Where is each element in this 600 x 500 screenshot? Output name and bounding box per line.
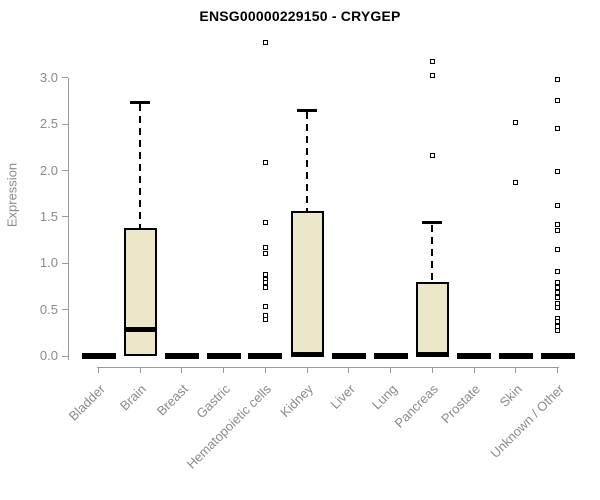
whisker-cap — [130, 100, 151, 104]
y-tick — [62, 355, 68, 357]
outlier-point — [262, 159, 268, 165]
whisker-line — [306, 112, 309, 211]
outlier-point — [555, 305, 561, 311]
outlier-point — [555, 221, 561, 227]
x-tick — [557, 367, 559, 373]
outlier-point — [262, 280, 268, 286]
median-line — [331, 353, 366, 359]
outlier-point — [555, 295, 561, 301]
outlier-point — [555, 284, 561, 290]
whisker-cap — [422, 221, 443, 225]
x-tick — [98, 367, 99, 373]
outlier-point — [429, 58, 435, 64]
y-tick-label: 2.0 — [39, 162, 58, 178]
median-line — [206, 353, 241, 359]
outlier-point — [262, 40, 268, 46]
y-tick-label: 3.0 — [39, 69, 58, 85]
median-line — [81, 353, 116, 359]
outlier-point — [262, 312, 268, 318]
median-line — [373, 353, 408, 359]
median-line — [498, 353, 533, 359]
x-tick — [264, 367, 266, 373]
outlier-point — [262, 317, 268, 323]
outlier-point — [555, 319, 561, 325]
x-tick — [181, 367, 183, 373]
y-tick — [62, 77, 68, 79]
median-line — [540, 353, 575, 359]
x-tick — [431, 367, 433, 373]
outlier-point — [555, 246, 561, 252]
outlier-point — [555, 169, 561, 175]
outlier-point — [555, 300, 561, 306]
whisker-cap — [297, 108, 318, 112]
outlier-point — [555, 228, 561, 234]
outlier-point — [262, 245, 268, 251]
y-tick-label: 2.5 — [39, 116, 58, 132]
whisker-line — [431, 224, 434, 282]
box-rect — [290, 210, 324, 356]
y-tick — [62, 309, 68, 311]
box-rect — [123, 228, 157, 356]
box-rect — [415, 281, 449, 356]
outlier-point — [555, 77, 561, 83]
outlier-point — [429, 72, 435, 78]
y-tick — [62, 216, 68, 218]
outlier-point — [555, 203, 561, 209]
x-tick — [473, 367, 475, 373]
median-line — [290, 351, 324, 357]
y-tick-label: 1.0 — [39, 255, 58, 271]
outlier-point — [513, 119, 519, 125]
outlier-point — [262, 304, 268, 310]
median-line — [123, 326, 157, 332]
y-axis-line — [68, 78, 69, 360]
outlier-point — [429, 153, 435, 159]
outlier-point — [262, 271, 268, 277]
x-tick — [515, 367, 517, 373]
median-line — [415, 351, 449, 357]
x-tick — [348, 367, 350, 373]
outlier-point — [555, 269, 561, 275]
outlier-point — [513, 180, 519, 186]
median-line — [457, 353, 492, 359]
y-tick-label: 1.5 — [39, 208, 58, 224]
outlier-point — [555, 327, 561, 333]
outlier-point — [262, 284, 268, 290]
x-tick — [139, 367, 141, 373]
outlier-point — [555, 97, 561, 103]
chart-title: ENSG00000229150 - CRYGEP — [199, 8, 401, 24]
outlier-point — [555, 289, 561, 295]
y-tick-label: 0.5 — [39, 301, 58, 317]
y-tick — [62, 262, 68, 264]
median-line — [164, 353, 199, 359]
y-tick — [62, 170, 68, 172]
outlier-point — [262, 250, 268, 256]
x-tick — [223, 367, 225, 373]
outlier-point — [262, 220, 268, 226]
median-line — [248, 353, 283, 359]
x-tick — [306, 367, 308, 373]
outlier-point — [555, 125, 561, 131]
outlier-point — [555, 280, 561, 286]
whisker-line — [139, 104, 142, 229]
x-axis-line — [97, 367, 560, 368]
y-tick-label: 0.0 — [39, 348, 58, 363]
y-tick — [62, 123, 68, 125]
x-tick — [390, 367, 392, 373]
